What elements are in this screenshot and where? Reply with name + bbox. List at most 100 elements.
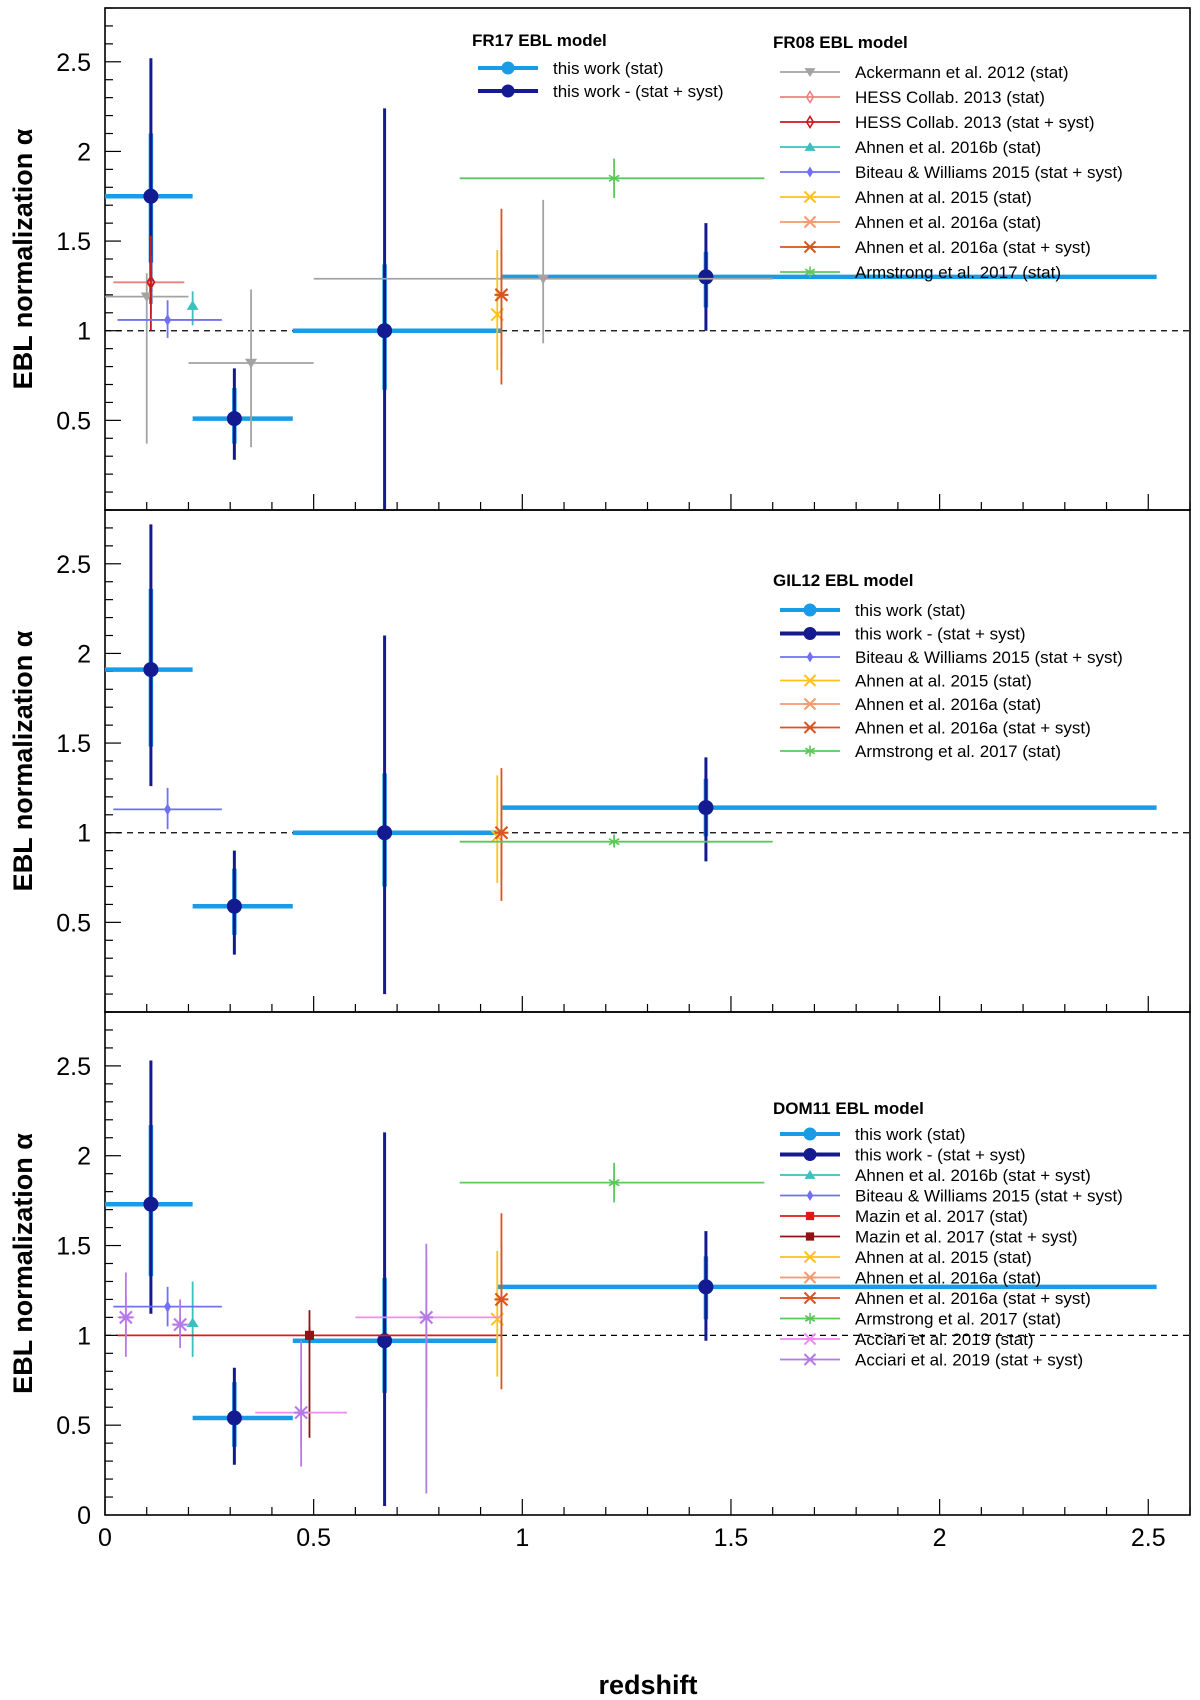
legend-marker (804, 68, 816, 77)
series-ahnen16a-syst (494, 768, 509, 901)
y-tick-label: 1.5 (56, 730, 91, 758)
series-biteau (117, 300, 222, 338)
y-tick-label: 1 (77, 318, 91, 346)
data-point-marker (163, 803, 172, 816)
series-biteau (113, 787, 222, 830)
legend-marker (804, 1170, 816, 1179)
legend-group-2: FR08 EBL model Ackermann et al. 2012 (sta… (773, 33, 1123, 282)
series-armstrong (459, 834, 773, 848)
legend-label: this work - (stat + syst) (553, 82, 724, 101)
legend-marker (501, 84, 515, 98)
legend-marker (805, 89, 815, 105)
y-zero-label: 0 (77, 1502, 91, 1530)
data-point-marker (118, 1310, 133, 1325)
data-point-marker (186, 300, 199, 310)
y-tick-label: 0.5 (56, 909, 91, 937)
chart-panel-3: 0.5 1 1.5 2 2.5 EBL normalization α DOM11 EBL … (8, 1011, 1191, 1516)
legend-label: Ahnen at al. 2015 (stat) (855, 672, 1032, 691)
data-point-marker (143, 662, 159, 678)
legend-marker (803, 1148, 817, 1161)
legend-label: Ahnen et al. 2016a (stat) (855, 213, 1041, 232)
legend-label: this work (stat) (553, 59, 664, 78)
legend-label: Mazin et al. 2017 (stat) (855, 1207, 1028, 1226)
series-ahnen16a-syst (494, 1213, 509, 1390)
x-tick-label: 1 (515, 1524, 529, 1552)
legend-label: Ahnen et al. 2016a (stat + syst) (855, 1289, 1091, 1308)
legend-marker (803, 190, 817, 204)
legend-label: HESS Collab. 2013 (stat + syst) (855, 113, 1095, 132)
legend-label: Ahnen at al. 2015 (stat) (855, 188, 1032, 207)
y-tick-label: 1 (77, 1322, 91, 1350)
legend-label: Ahnen et al. 2016b (stat) (855, 138, 1041, 157)
x-tick-label: 1.5 (714, 1524, 749, 1552)
legend-label: this work - (stat + syst) (855, 625, 1026, 644)
series-ahnen16a-syst (494, 208, 509, 385)
x-tick-labels: 0 0.5 1 1.5 2 2.5 0 (77, 1502, 1166, 1552)
y-tick-label: 2 (77, 138, 91, 166)
legend-marker (804, 266, 816, 278)
legend-marker (804, 745, 816, 757)
data-point-marker (608, 172, 620, 185)
legend-title: GIL12 EBL model (773, 571, 913, 590)
series-armstrong (459, 158, 765, 199)
legend-label: Ahnen at al. 2015 (stat) (855, 1248, 1032, 1267)
data-point-marker (186, 1317, 199, 1327)
series-hess-syst (146, 235, 156, 331)
series-acciari-syst (118, 1243, 434, 1494)
data-point-marker (377, 323, 393, 339)
y-tick-label: 2.5 (56, 551, 91, 579)
legend-marker (804, 142, 816, 151)
series-ackermann (105, 199, 773, 448)
legend-marker (805, 1211, 815, 1221)
data-point-marker (377, 1333, 393, 1349)
legend-marker (803, 1127, 817, 1141)
legend-marker (803, 674, 817, 687)
data-point-marker (419, 1310, 434, 1325)
data-point-marker (143, 188, 159, 204)
data-point-marker (226, 411, 242, 427)
data-point-marker (173, 1317, 188, 1332)
data-point-marker (494, 1292, 509, 1307)
legend-label: Armstrong et al. 2017 (stat) (855, 1310, 1061, 1329)
legend-marker (803, 697, 817, 711)
data-point-marker (304, 1330, 314, 1340)
series-this-syst (143, 524, 714, 995)
chart-panel-2: 0.5 1 1.5 2 2.5 EBL normalization α GIL12 EBL … (8, 509, 1191, 1013)
data-point-marker (226, 1410, 242, 1426)
y-tick-label: 1.5 (56, 228, 91, 256)
legend-marker (803, 1271, 817, 1284)
legend-marker (805, 1232, 815, 1241)
data-point-marker (494, 288, 509, 302)
legend-label: Biteau & Williams 2015 (stat + syst) (855, 163, 1123, 182)
data-point-marker (377, 825, 393, 841)
legend-marker (805, 114, 815, 130)
series-armstrong (459, 1162, 765, 1203)
legend-marker (804, 1313, 816, 1324)
x-tick-label: 0.5 (296, 1524, 331, 1552)
legend-label: Acciari et al. 2019 (stat + syst) (855, 1351, 1083, 1370)
data-point-marker (608, 835, 620, 848)
legend-group-2: DOM11 EBL model this work (stat) this work… (773, 1099, 1123, 1370)
y-tick-label: 2.5 (56, 1053, 91, 1081)
legend-label: Ahnen et al. 2016b (stat + syst) (855, 1166, 1091, 1185)
y-axis-label: EBL normalization α (8, 630, 38, 891)
legend-label: Biteau & Williams 2015 (stat + syst) (855, 648, 1123, 667)
y-tick-label: 2 (77, 640, 91, 668)
legend-marker (803, 240, 817, 254)
legend-marker (803, 215, 817, 229)
y-tick-label: 2.5 (56, 49, 91, 77)
legend-label: Ahnen et al. 2016a (stat + syst) (855, 719, 1091, 738)
chart-panel-1: 0.5 1 1.5 2 2.5 EBL normalization α FR17 EBL m… (8, 7, 1191, 511)
series-mazin-syst (304, 1310, 314, 1438)
data-point-marker (537, 274, 550, 285)
x-tick-label: 2.5 (1131, 1524, 1166, 1552)
data-point-marker (608, 1176, 620, 1189)
legend-label: Armstrong et al. 2017 (stat) (855, 742, 1061, 761)
legend-label: Biteau & Williams 2015 (stat + syst) (855, 1187, 1123, 1206)
data-point-marker (698, 269, 714, 285)
legend-label: HESS Collab. 2013 (stat) (855, 88, 1045, 107)
legend-marker (803, 721, 817, 734)
legend-label: Mazin et al. 2017 (stat + syst) (855, 1228, 1078, 1247)
legend-title: FR08 EBL model (773, 33, 908, 52)
